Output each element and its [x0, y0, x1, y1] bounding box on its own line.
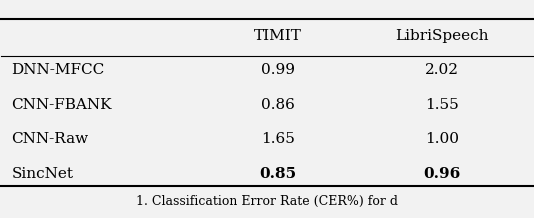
Text: 1. Classification Error Rate (CER%) for d: 1. Classification Error Rate (CER%) for …	[136, 195, 398, 208]
